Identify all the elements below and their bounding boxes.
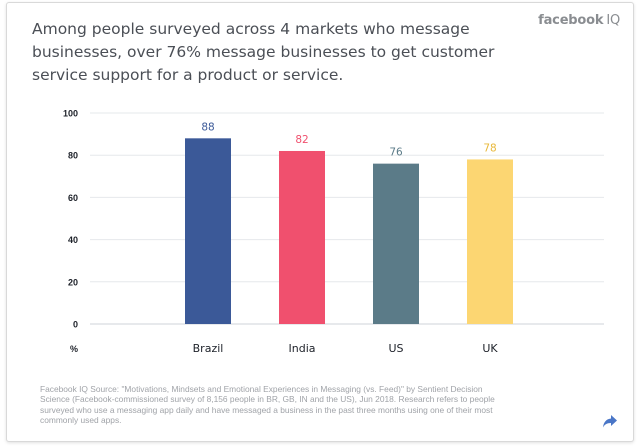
brand-name: facebook — [538, 13, 604, 28]
bar-us — [373, 163, 419, 324]
data-label: 78 — [483, 142, 496, 154]
x-tick-label: Brazil — [193, 342, 224, 355]
y-tick-label: 20 — [68, 277, 78, 287]
x-tick-label: US — [388, 342, 403, 355]
y-tick-label: 40 — [68, 235, 78, 245]
x-tick-label: India — [289, 342, 316, 355]
data-label: 88 — [201, 121, 214, 133]
bar-uk — [467, 159, 513, 324]
y-tick-label: 60 — [68, 193, 78, 203]
data-label: 82 — [295, 134, 308, 146]
y-axis-label: % — [70, 344, 78, 354]
x-tick-label: UK — [482, 342, 498, 355]
bar-india — [279, 150, 325, 324]
brand-suffix: IQ — [606, 13, 620, 28]
bar-brazil — [185, 138, 231, 324]
y-tick-label: 0 — [73, 320, 78, 330]
data-label: 76 — [389, 147, 403, 159]
share-button[interactable] — [602, 413, 618, 429]
source-note: Facebook IQ Source: "Motivations, Mindse… — [40, 384, 495, 425]
y-tick-label: 100 — [63, 109, 78, 119]
y-tick-label: 80 — [68, 151, 78, 161]
facebook-iq-logo: facebook IQ — [538, 13, 620, 28]
headline: Among people surveyed across 4 markets w… — [32, 20, 495, 84]
share-icon — [603, 415, 617, 428]
